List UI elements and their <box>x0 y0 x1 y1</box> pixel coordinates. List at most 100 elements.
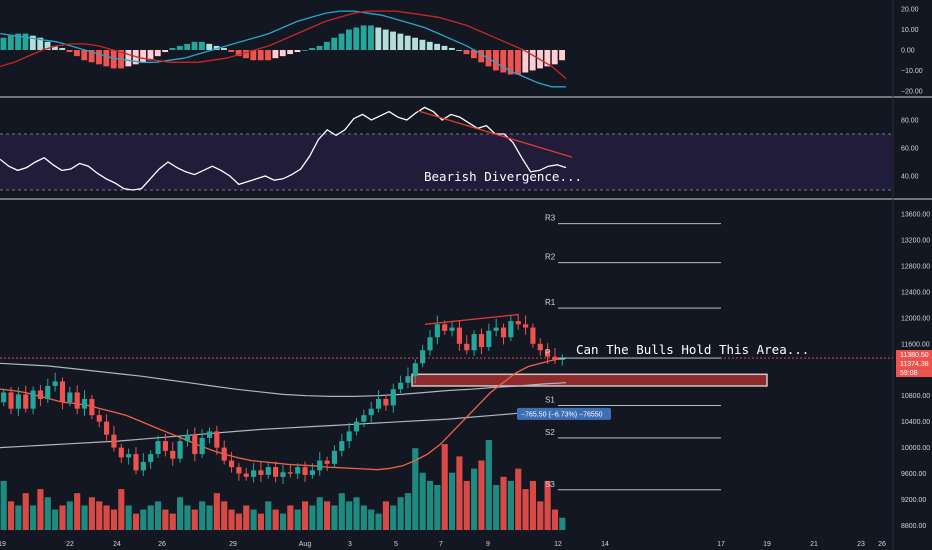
volume-bar <box>515 468 522 530</box>
macd-histogram-bar <box>368 25 374 50</box>
pivot-label: S3 <box>545 480 555 489</box>
macd-histogram-bar <box>375 27 382 50</box>
price-y-tick: 13600.00 <box>901 211 930 218</box>
candle-body <box>552 356 558 361</box>
volume-bar <box>110 509 118 530</box>
volume-bar <box>191 509 198 530</box>
volume-bar <box>404 493 412 530</box>
volume-bar <box>544 480 551 530</box>
volume-bar <box>257 513 265 530</box>
macd-histogram-bar <box>515 50 521 75</box>
rsi-y-tick: 80.00 <box>901 118 919 125</box>
volume-bar <box>147 505 154 530</box>
macd-histogram-bar <box>441 45 448 50</box>
volume-bar <box>0 480 7 530</box>
candle-body <box>74 392 80 409</box>
macd-histogram-bar <box>29 35 36 50</box>
candle-body <box>434 324 440 338</box>
volume-bar <box>522 489 529 530</box>
macd-histogram-bar <box>500 50 507 73</box>
candle-body <box>243 473 249 477</box>
price-annotation: Can The Bulls Hold This Area... <box>576 342 809 357</box>
volume-bar <box>448 472 456 530</box>
volume-bar <box>213 493 220 530</box>
price-badge <box>896 350 932 360</box>
volume-bar <box>463 480 470 530</box>
macd-histogram-bar <box>492 50 499 71</box>
macd-histogram-bar <box>250 50 257 61</box>
macd-histogram-bar <box>125 50 132 67</box>
volume-bar <box>353 497 360 530</box>
price-badge-text: 59:08 <box>900 370 918 377</box>
candle-body <box>500 327 507 338</box>
candle-body <box>228 460 235 468</box>
candle-body <box>177 441 183 459</box>
candle-body <box>118 447 124 458</box>
volume-bar <box>221 501 228 530</box>
pivot-label: P <box>545 348 550 357</box>
volume-bar <box>15 505 22 530</box>
volume-bar <box>426 480 434 530</box>
volume-bar <box>485 440 492 530</box>
macd-histogram-bar <box>206 43 213 50</box>
pivot-label: R2 <box>545 253 556 262</box>
volume-bar <box>493 485 500 530</box>
volume-bar <box>7 501 15 530</box>
macd-histogram-bar <box>44 41 51 50</box>
macd-histogram-bar <box>338 33 345 50</box>
macd-histogram-bar <box>221 47 227 50</box>
macd-histogram-bar <box>140 50 147 63</box>
candle-body <box>162 441 168 451</box>
macd-histogram-bar <box>22 33 29 50</box>
volume-bar <box>360 505 367 530</box>
price-panel: R3 R2 R1 P S1 S2 S3 −765.50 (−6.73%) −76550 1360… <box>0 211 932 530</box>
rsi-y-tick: 40.00 <box>901 174 919 181</box>
macd-histogram-bar <box>228 50 235 53</box>
candle-body <box>559 358 565 361</box>
volume-bar <box>243 505 250 530</box>
macd-histogram-bar <box>147 50 154 61</box>
price-y-tick: 12000.00 <box>901 315 930 322</box>
candle-body <box>170 450 176 459</box>
volume-bar <box>184 505 191 530</box>
volume-bar <box>507 480 514 530</box>
macd-histogram-bar <box>96 50 102 65</box>
volume-bar <box>154 501 162 530</box>
macd-histogram-bar <box>426 41 433 50</box>
x-tick: 29 <box>229 541 237 548</box>
volume-bar <box>132 513 140 530</box>
volume-bar <box>206 505 213 530</box>
candle-body <box>126 454 132 458</box>
candle-body <box>471 334 477 351</box>
candle-body <box>405 376 411 383</box>
volume-bar <box>81 505 88 530</box>
candle-body <box>148 454 154 462</box>
macd-y-tick: −10.00 <box>901 68 923 75</box>
macd-histogram-bar <box>382 29 389 50</box>
macd-histogram-bar <box>331 37 338 50</box>
candle-body <box>214 431 220 448</box>
volume-bar <box>338 493 345 530</box>
macd-histogram-bar <box>456 50 463 51</box>
macd-histogram-bar <box>419 39 426 50</box>
candle-body <box>295 467 301 474</box>
volume-bar <box>279 513 287 530</box>
candle-body <box>324 460 330 464</box>
candle-body <box>412 363 418 377</box>
candle-body <box>442 324 448 331</box>
volume-bar <box>301 501 309 530</box>
candle-body <box>478 334 485 348</box>
candle-body <box>140 461 146 471</box>
x-tick: 12 <box>554 541 562 548</box>
macd-histogram-bar <box>551 50 558 65</box>
price-y-tick: 10000.00 <box>901 445 930 452</box>
macd-histogram-bar <box>198 41 205 50</box>
volume-bar <box>88 497 95 530</box>
macd-histogram-bar <box>74 50 80 57</box>
volume-bar <box>551 509 559 530</box>
candle-body <box>37 390 44 399</box>
volume-bar <box>471 468 478 530</box>
candle-body <box>368 408 374 416</box>
macd-histogram-bar <box>110 50 117 69</box>
